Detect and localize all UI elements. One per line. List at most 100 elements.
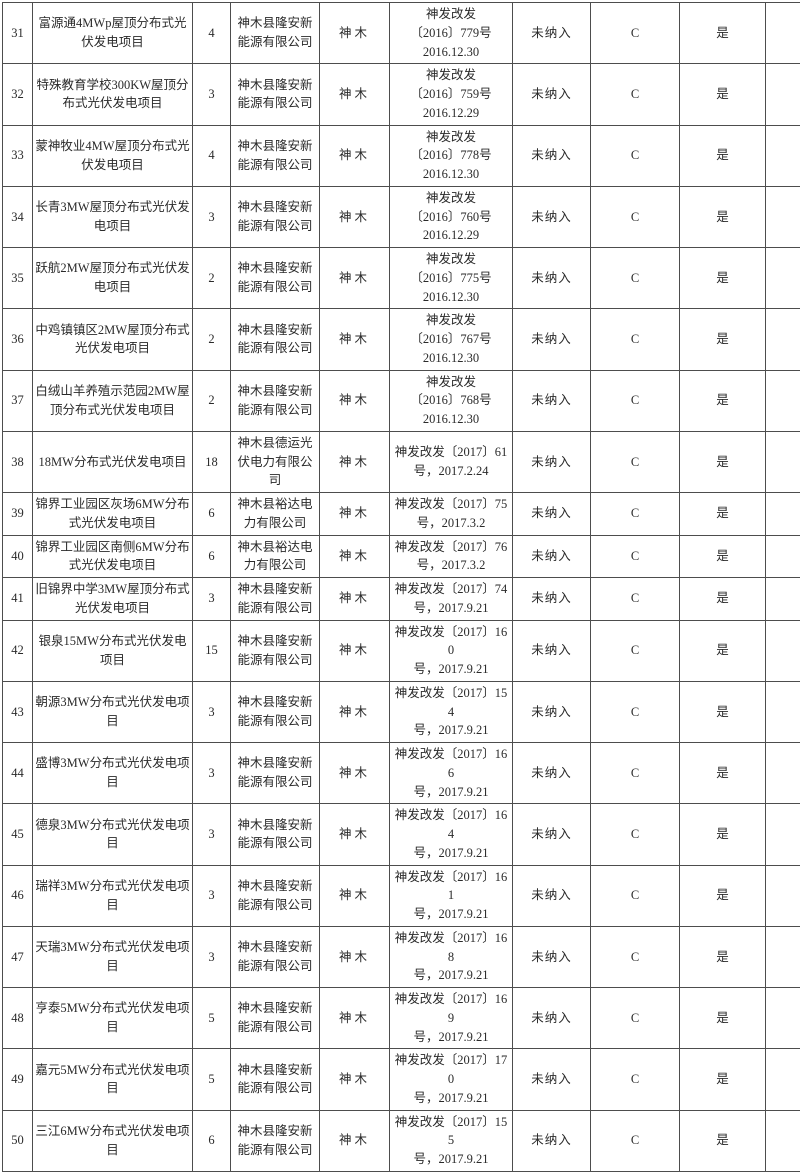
cell-grade: C — [591, 743, 680, 804]
cell-inclusion-status: 未纳入 — [513, 926, 591, 987]
cell-inclusion-status: 未纳入 — [513, 370, 591, 431]
cell-row-number: 35 — [3, 248, 33, 309]
cell-county: 神木 — [320, 988, 390, 1049]
cell-company: 神木县隆安新能源有限公司 — [231, 186, 320, 247]
cell-row-number: 37 — [3, 370, 33, 431]
cell-county: 神木 — [320, 370, 390, 431]
cell-company: 神木县德运光伏电力有限公司 — [231, 431, 320, 492]
cell-note — [766, 370, 800, 431]
cell-inclusion-status: 未纳入 — [513, 3, 591, 64]
cell-note — [766, 248, 800, 309]
table-row: 41 旧锦界中学3MW屋顶分布式光伏发电项目 3 神木县隆安新能源有限公司 神木… — [3, 578, 800, 621]
cell-grade: C — [591, 370, 680, 431]
cell-note — [766, 186, 800, 247]
cell-inclusion-status: 未纳入 — [513, 431, 591, 492]
cell-approval-document: 神发改发〔2017〕154 号，2017.9.21 — [390, 681, 513, 742]
cell-capacity: 6 — [193, 535, 231, 578]
cell-grade: C — [591, 125, 680, 186]
cell-inclusion-status: 未纳入 — [513, 535, 591, 578]
cell-capacity: 6 — [193, 493, 231, 536]
cell-confirmed: 是 — [680, 64, 766, 125]
cell-approval-document: 神发改发〔2017〕74 号，2017.9.21 — [390, 578, 513, 621]
cell-grade: C — [591, 309, 680, 370]
cell-project-name: 跃航2MW屋顶分布式光伏发电项目 — [33, 248, 193, 309]
cell-confirmed: 是 — [680, 370, 766, 431]
cell-note — [766, 493, 800, 536]
cell-project-name: 锦界工业园区南侧6MW分布式光伏发电项目 — [33, 535, 193, 578]
cell-row-number: 42 — [3, 620, 33, 681]
cell-grade: C — [591, 64, 680, 125]
cell-company: 神木县裕达电力有限公司 — [231, 535, 320, 578]
table-row: 40 锦界工业园区南侧6MW分布式光伏发电项目 6 神木县裕达电力有限公司 神木… — [3, 535, 800, 578]
cell-grade: C — [591, 865, 680, 926]
cell-grade: C — [591, 620, 680, 681]
cell-county: 神木 — [320, 186, 390, 247]
cell-capacity: 3 — [193, 926, 231, 987]
cell-note — [766, 865, 800, 926]
cell-project-name: 中鸡镇镇区2MW屋顶分布式光伏发电项目 — [33, 309, 193, 370]
cell-inclusion-status: 未纳入 — [513, 620, 591, 681]
cell-confirmed: 是 — [680, 1110, 766, 1171]
cell-row-number: 49 — [3, 1049, 33, 1110]
cell-approval-document: 神发改发〔2017〕164 号，2017.9.21 — [390, 804, 513, 865]
cell-approval-document: 神发改发〔2017〕76 号，2017.3.2 — [390, 535, 513, 578]
cell-grade: C — [591, 926, 680, 987]
cell-row-number: 47 — [3, 926, 33, 987]
cell-county: 神木 — [320, 578, 390, 621]
cell-capacity: 3 — [193, 186, 231, 247]
cell-county: 神木 — [320, 535, 390, 578]
cell-grade: C — [591, 804, 680, 865]
cell-company: 神木县隆安新能源有限公司 — [231, 681, 320, 742]
cell-row-number: 32 — [3, 64, 33, 125]
cell-grade: C — [591, 578, 680, 621]
cell-capacity: 15 — [193, 620, 231, 681]
cell-note — [766, 620, 800, 681]
cell-confirmed: 是 — [680, 186, 766, 247]
cell-project-name: 德泉3MW分布式光伏发电项目 — [33, 804, 193, 865]
cell-project-name: 18MW分布式光伏发电项目 — [33, 431, 193, 492]
cell-project-name: 蒙神牧业4MW屋顶分布式光伏发电项目 — [33, 125, 193, 186]
cell-inclusion-status: 未纳入 — [513, 1049, 591, 1110]
cell-company: 神木县隆安新能源有限公司 — [231, 988, 320, 1049]
cell-company: 神木县隆安新能源有限公司 — [231, 248, 320, 309]
cell-approval-document: 神发改发 〔2016〕779号 2016.12.30 — [390, 3, 513, 64]
cell-note — [766, 578, 800, 621]
cell-county: 神木 — [320, 681, 390, 742]
cell-county: 神木 — [320, 309, 390, 370]
cell-county: 神木 — [320, 125, 390, 186]
cell-capacity: 3 — [193, 865, 231, 926]
cell-confirmed: 是 — [680, 743, 766, 804]
cell-row-number: 31 — [3, 3, 33, 64]
cell-row-number: 45 — [3, 804, 33, 865]
cell-project-name: 盛博3MW分布式光伏发电项目 — [33, 743, 193, 804]
cell-company: 神木县隆安新能源有限公司 — [231, 1110, 320, 1171]
table-row: 34 长青3MW屋顶分布式光伏发电项目 3 神木县隆安新能源有限公司 神木 神发… — [3, 186, 800, 247]
cell-confirmed: 是 — [680, 309, 766, 370]
cell-confirmed: 是 — [680, 578, 766, 621]
cell-approval-document: 神发改发 〔2016〕760号 2016.12.29 — [390, 186, 513, 247]
cell-note — [766, 1110, 800, 1171]
cell-approval-document: 神发改发〔2017〕161 号，2017.9.21 — [390, 865, 513, 926]
cell-confirmed: 是 — [680, 681, 766, 742]
cell-confirmed: 是 — [680, 865, 766, 926]
cell-confirmed: 是 — [680, 3, 766, 64]
cell-capacity: 18 — [193, 431, 231, 492]
cell-company: 神木县隆安新能源有限公司 — [231, 926, 320, 987]
cell-inclusion-status: 未纳入 — [513, 743, 591, 804]
cell-approval-document: 神发改发〔2017〕160 号，2017.9.21 — [390, 620, 513, 681]
cell-note — [766, 988, 800, 1049]
cell-row-number: 33 — [3, 125, 33, 186]
cell-capacity: 6 — [193, 1110, 231, 1171]
table-row: 33 蒙神牧业4MW屋顶分布式光伏发电项目 4 神木县隆安新能源有限公司 神木 … — [3, 125, 800, 186]
cell-capacity: 5 — [193, 988, 231, 1049]
cell-row-number: 38 — [3, 431, 33, 492]
cell-note — [766, 309, 800, 370]
table-row: 39 锦界工业园区灰场6MW分布式光伏发电项目 6 神木县裕达电力有限公司 神木… — [3, 493, 800, 536]
cell-inclusion-status: 未纳入 — [513, 804, 591, 865]
cell-project-name: 三江6MW分布式光伏发电项目 — [33, 1110, 193, 1171]
cell-inclusion-status: 未纳入 — [513, 493, 591, 536]
cell-approval-document: 神发改发〔2017〕155 号，2017.9.21 — [390, 1110, 513, 1171]
table-row: 31 富源通4MWp屋顶分布式光伏发电项目 4 神木县隆安新能源有限公司 神木 … — [3, 3, 800, 64]
cell-inclusion-status: 未纳入 — [513, 988, 591, 1049]
cell-note — [766, 64, 800, 125]
